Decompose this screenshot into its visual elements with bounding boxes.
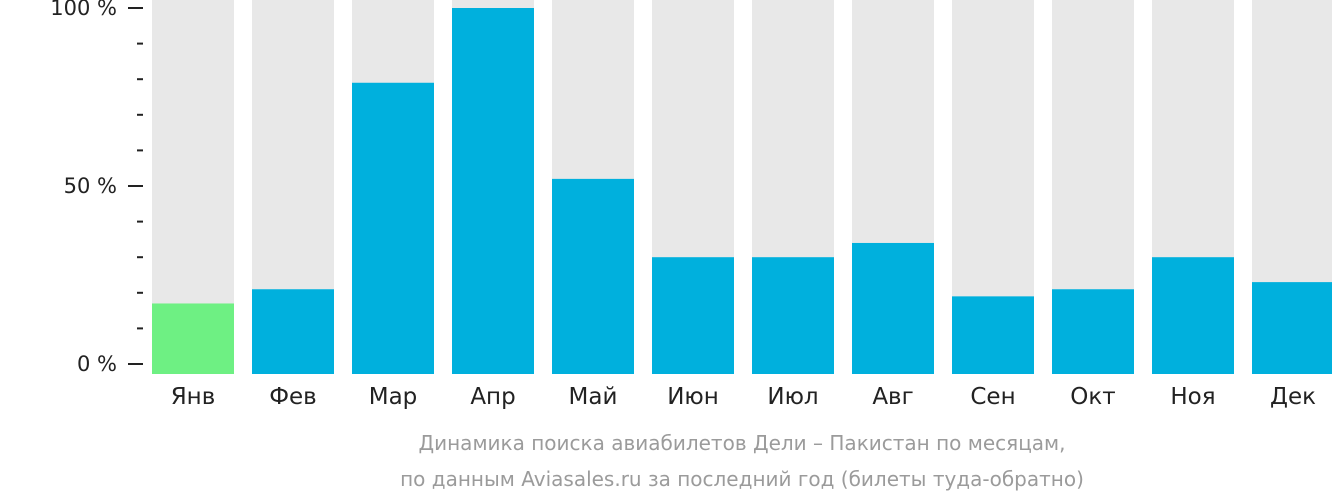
x-tick-label: Сен (970, 384, 1015, 410)
bar (252, 289, 334, 374)
chart-caption-line-2: по данным Aviasales.ru за последний год … (400, 467, 1084, 491)
bar (852, 242, 934, 374)
x-tick-label: Июл (767, 384, 818, 410)
x-tick-label: Май (569, 384, 618, 410)
bar (652, 257, 734, 374)
bar (452, 8, 534, 374)
bar (352, 82, 434, 374)
bar (1052, 289, 1134, 374)
y-tick-label: 50 % (64, 174, 117, 198)
bar (152, 303, 234, 374)
x-tick-label: Апр (470, 384, 515, 410)
x-tick-label: Янв (171, 384, 216, 410)
bar (552, 178, 634, 374)
bar (752, 257, 834, 374)
x-tick-label: Фев (269, 384, 317, 410)
bar (1152, 257, 1234, 374)
bar (1252, 282, 1332, 374)
x-tick-label: Мар (369, 384, 418, 410)
chart-caption-line-1: Динамика поиска авиабилетов Дели – Пакис… (418, 431, 1066, 455)
x-tick-label: Авг (872, 384, 913, 410)
x-tick-label: Ноя (1170, 384, 1215, 410)
x-tick-label: Июн (667, 384, 719, 410)
y-tick-label: 0 % (77, 352, 117, 376)
x-tick-label: Дек (1270, 384, 1316, 410)
y-tick-label: 100 % (50, 0, 117, 20)
bar (952, 296, 1034, 374)
x-tick-label: Окт (1070, 384, 1115, 410)
